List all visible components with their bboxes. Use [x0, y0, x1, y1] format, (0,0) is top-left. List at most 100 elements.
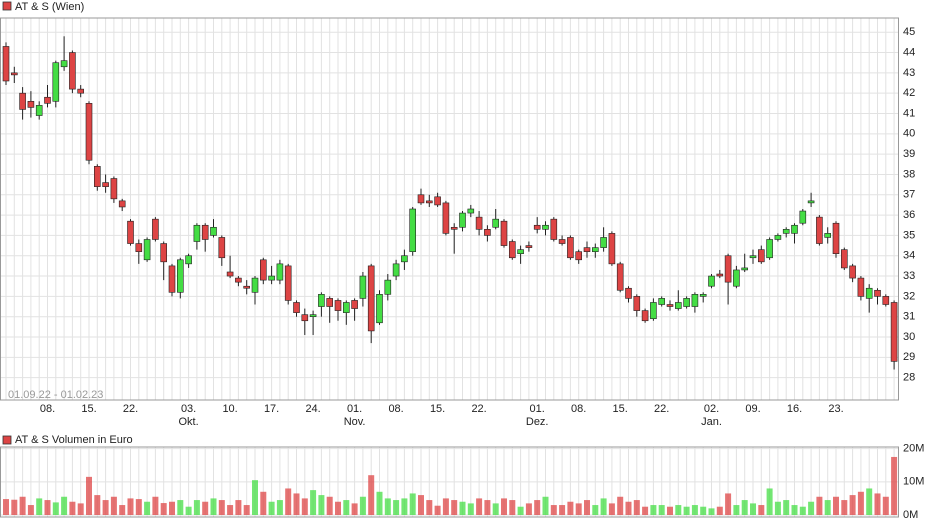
y-tick-label: 36 — [903, 209, 915, 221]
candle-body — [251, 277, 259, 293]
volume-bar — [268, 501, 275, 515]
candle-body — [359, 275, 367, 299]
volume-bar — [351, 503, 358, 515]
volume-bar — [733, 505, 740, 515]
candle-body — [110, 178, 118, 200]
candle-body — [201, 224, 209, 240]
y-tick-label: 20M — [903, 443, 924, 455]
candle-body — [791, 224, 798, 234]
y-tick-label: 39 — [903, 148, 915, 160]
title-icon — [2, 1, 12, 11]
candle-body — [243, 285, 250, 289]
candle-body — [77, 88, 84, 94]
volume-bar — [559, 505, 566, 515]
x-tick-label: 24. — [305, 403, 320, 415]
x-tick-label: 09. — [745, 403, 760, 415]
volume-bar — [501, 498, 507, 515]
volume-bar — [509, 500, 516, 515]
candle-body — [301, 314, 309, 322]
volume-bar — [750, 503, 756, 515]
candle-body — [226, 271, 234, 277]
candle-body — [19, 92, 26, 110]
candle-body — [35, 105, 43, 116]
candle-body — [492, 218, 500, 228]
volume-bar — [459, 501, 466, 515]
candle-body — [235, 277, 242, 283]
volume-bar — [642, 506, 649, 515]
volume-bar — [335, 501, 341, 515]
chart-title: AT & S (Wien) — [15, 1, 84, 13]
candle-body — [517, 249, 524, 255]
candle-body — [832, 222, 840, 255]
candle-body — [392, 263, 400, 277]
candle-body — [193, 224, 201, 242]
candle-body — [293, 302, 300, 313]
volume-bar — [19, 496, 26, 515]
candle-body — [69, 52, 76, 90]
candle-body — [185, 255, 192, 265]
y-tick-label: 43 — [903, 67, 915, 79]
volume-bar — [442, 498, 449, 515]
candle-body — [500, 220, 508, 246]
candle-body — [401, 255, 408, 263]
y-tick-label: 42 — [903, 87, 915, 99]
candle-body — [633, 296, 641, 311]
x-tick-label: 22. — [471, 403, 486, 415]
volume-bar — [152, 496, 159, 515]
candle-body — [135, 243, 143, 252]
candle-body — [259, 259, 267, 281]
volume-bar — [384, 498, 391, 515]
volume-bar — [783, 500, 790, 515]
volume-bar — [52, 502, 59, 515]
x-tick-label: 15. — [81, 403, 96, 415]
volume-bar — [625, 501, 632, 515]
candle-body — [708, 275, 715, 287]
volume-bar — [218, 500, 225, 515]
volume-bar — [376, 491, 383, 515]
x-tick-label: 08. — [571, 403, 586, 415]
volume-bar — [393, 500, 400, 515]
y-tick-label: 33 — [903, 270, 915, 282]
candle-body — [384, 279, 392, 295]
candle-body — [874, 289, 881, 297]
volume-bar — [592, 505, 599, 515]
candle-body — [409, 208, 417, 252]
volume-bar — [135, 499, 142, 515]
volume-bar — [144, 501, 151, 515]
candle-body — [367, 265, 375, 332]
candle-body — [177, 259, 184, 293]
volume-bar — [160, 503, 167, 515]
candle-body — [591, 247, 599, 252]
y-tick-label: 38 — [903, 168, 915, 180]
candle-body — [724, 255, 732, 283]
volume-bar — [94, 495, 101, 515]
volume-bar — [426, 500, 433, 515]
volume-bar — [492, 503, 499, 515]
candle-body — [782, 229, 790, 234]
candle-body — [268, 275, 275, 281]
candle-body — [849, 265, 856, 279]
candle-body — [816, 216, 823, 244]
volume-bar — [235, 500, 242, 515]
y-tick-label: 37 — [903, 189, 915, 201]
volume-bar — [808, 501, 815, 515]
range-label: 01.09.22 - 01.02.23 — [8, 389, 103, 401]
candle-body — [716, 273, 724, 277]
x-tick-label: 01. — [530, 403, 545, 415]
volume-bar — [185, 506, 192, 515]
volume-bar — [3, 499, 9, 515]
candle-body — [608, 233, 616, 265]
volume-bar — [766, 488, 773, 515]
candle-body — [691, 294, 699, 307]
x-month-label: Jan. — [701, 416, 722, 428]
candle-body — [508, 241, 516, 259]
candle-body — [616, 263, 624, 291]
candle-body — [85, 103, 93, 161]
volume-bar — [343, 500, 350, 515]
candle-body — [475, 216, 483, 230]
x-tick-label: 22. — [654, 403, 669, 415]
volume-bar — [110, 496, 117, 515]
x-month-label: Okt. — [179, 416, 199, 428]
x-tick-label: 22. — [123, 403, 138, 415]
